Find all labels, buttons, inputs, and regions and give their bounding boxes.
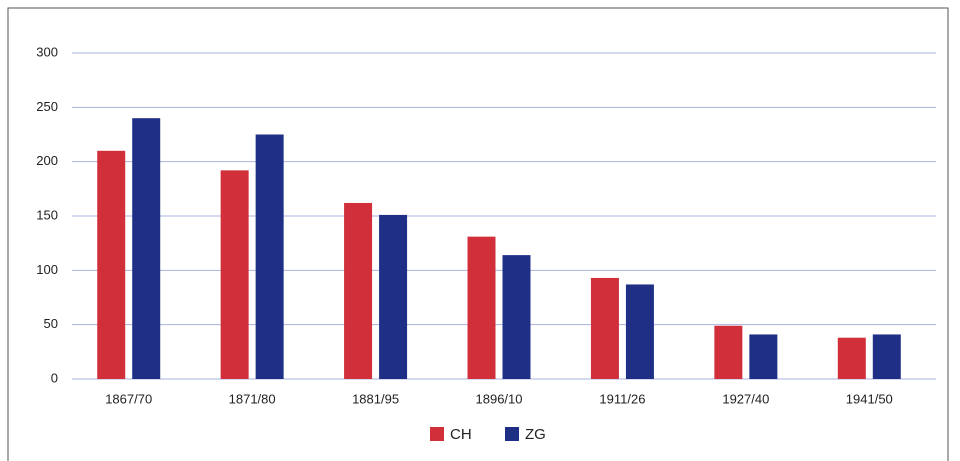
x-tick-label: 1871/80: [229, 391, 276, 406]
y-tick-label: 300: [36, 44, 58, 59]
y-tick-label: 50: [44, 316, 58, 331]
x-tick-label: 1881/95: [352, 391, 399, 406]
x-tick-label: 1941/50: [846, 391, 893, 406]
bar: [255, 134, 284, 379]
y-tick-label: 250: [36, 99, 58, 114]
x-tick-label: 1927/40: [722, 391, 769, 406]
bar: [97, 150, 126, 379]
bar: [344, 202, 373, 379]
y-tick-label: 200: [36, 153, 58, 168]
bar: [714, 325, 743, 379]
bar: [590, 277, 619, 379]
x-tick-label: 1896/10: [476, 391, 523, 406]
bar: [467, 236, 496, 379]
bar: [625, 284, 654, 379]
bar: [379, 214, 408, 379]
y-tick-label: 150: [36, 207, 58, 222]
x-tick-label: 1911/26: [599, 391, 645, 406]
bar: [837, 337, 866, 379]
bar: [132, 118, 161, 379]
y-tick-label: 0: [51, 370, 58, 385]
bar: [872, 334, 901, 379]
y-tick-label: 100: [36, 262, 58, 277]
bar: [502, 255, 531, 379]
legend-swatch: [505, 427, 519, 441]
chart-frame: [7, 7, 949, 461]
x-tick-label: 1867/70: [105, 391, 152, 406]
legend-label: CH: [450, 426, 472, 443]
legend-swatch: [430, 427, 444, 441]
bar: [749, 334, 778, 379]
bar: [220, 170, 249, 379]
legend-label: ZG: [525, 426, 546, 443]
